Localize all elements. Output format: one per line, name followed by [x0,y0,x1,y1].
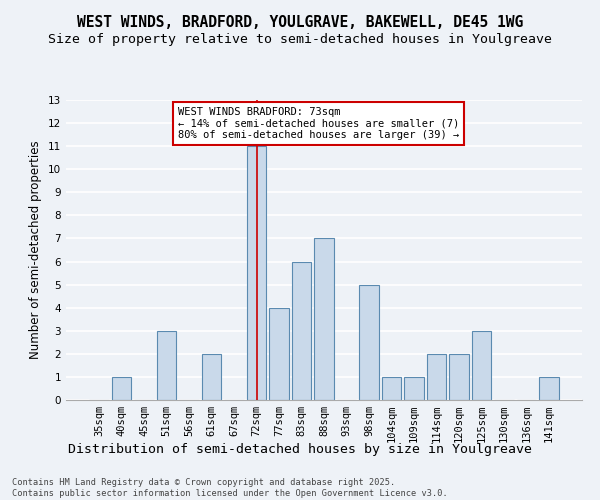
Bar [472,331,491,400]
Text: WEST WINDS, BRADFORD, YOULGRAVE, BAKEWELL, DE45 1WG: WEST WINDS, BRADFORD, YOULGRAVE, BAKEWEL… [77,15,523,30]
Text: Contains HM Land Registry data © Crown copyright and database right 2025.
Contai: Contains HM Land Registry data © Crown c… [12,478,448,498]
Text: Distribution of semi-detached houses by size in Youlgreave: Distribution of semi-detached houses by … [68,442,532,456]
Bar [427,354,446,400]
Bar [382,377,401,400]
Bar [539,377,559,400]
Text: WEST WINDS BRADFORD: 73sqm
← 14% of semi-detached houses are smaller (7)
80% of : WEST WINDS BRADFORD: 73sqm ← 14% of semi… [178,107,459,140]
Bar [157,331,176,400]
Bar [202,354,221,400]
Bar [449,354,469,400]
Y-axis label: Number of semi-detached properties: Number of semi-detached properties [29,140,43,360]
Bar [404,377,424,400]
Bar [314,238,334,400]
Bar [112,377,131,400]
Bar [292,262,311,400]
Bar [359,284,379,400]
Bar [269,308,289,400]
Bar [247,146,266,400]
Text: Size of property relative to semi-detached houses in Youlgreave: Size of property relative to semi-detach… [48,32,552,46]
